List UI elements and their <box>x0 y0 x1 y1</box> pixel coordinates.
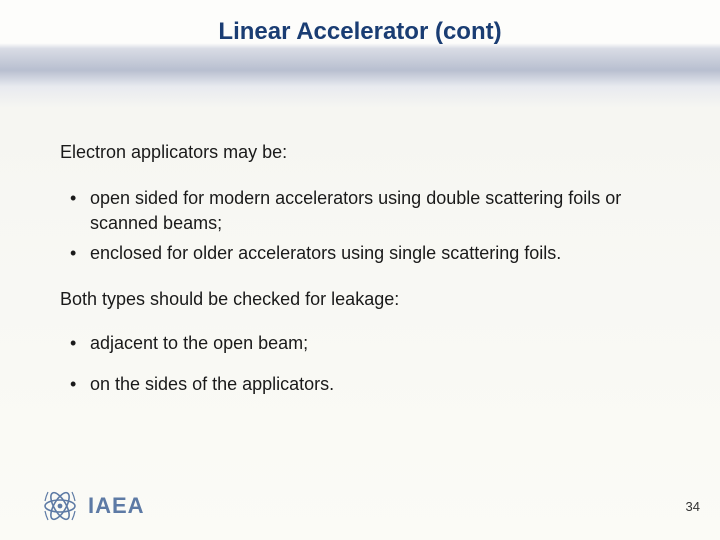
bullet-list-1: open sided for modern accelerators using… <box>60 186 660 265</box>
intro-text-2: Both types should be checked for leakage… <box>60 287 660 311</box>
iaea-logo: IAEA <box>40 486 145 526</box>
list-item: open sided for modern accelerators using… <box>60 186 660 235</box>
slide-footer: IAEA 34 <box>40 486 700 526</box>
slide-title: Linear Accelerator (cont) <box>0 18 720 46</box>
list-item: adjacent to the open beam; <box>60 331 660 355</box>
list-item: enclosed for older accelerators using si… <box>60 241 660 265</box>
intro-text-1: Electron applicators may be: <box>60 140 660 164</box>
list-item: on the sides of the applicators. <box>60 372 660 396</box>
logo-text: IAEA <box>88 493 145 519</box>
atom-icon <box>40 486 80 526</box>
slide-content: Electron applicators may be: open sided … <box>60 140 660 412</box>
page-number: 34 <box>686 499 700 514</box>
title-bar: Linear Accelerator (cont) <box>0 0 720 46</box>
bullet-list-2: adjacent to the open beam; on the sides … <box>60 331 660 396</box>
